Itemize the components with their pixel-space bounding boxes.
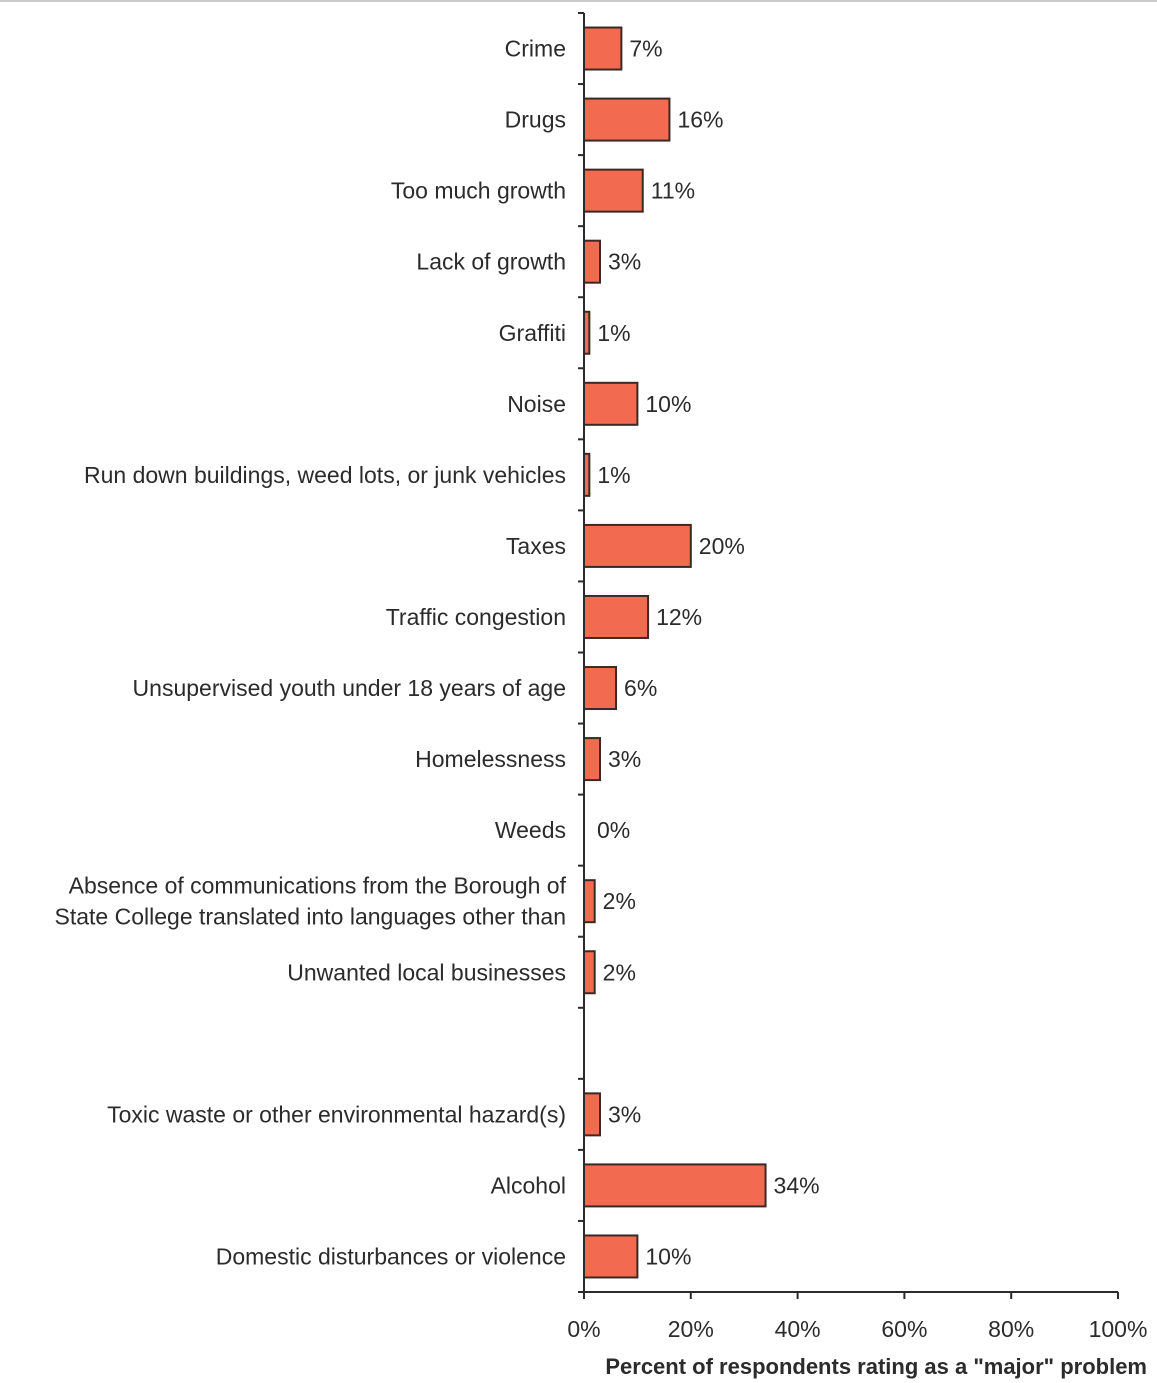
category-label: Absence of communications from the Borou… bbox=[69, 873, 567, 899]
x-tick-label: 60% bbox=[881, 1316, 927, 1342]
category-label: Drugs bbox=[505, 107, 566, 133]
axes-layer: 0% 20% 40% 60% 80% 100% bbox=[567, 12, 1148, 1342]
bar-value-label: 2% bbox=[603, 959, 636, 985]
x-tick-label: 40% bbox=[775, 1316, 821, 1342]
bar-value-label: 1% bbox=[597, 462, 630, 488]
category-label: Graffiti bbox=[499, 320, 566, 346]
bar bbox=[583, 239, 602, 284]
bar-value-label: 0% bbox=[597, 817, 630, 843]
bar bbox=[583, 26, 623, 71]
bar bbox=[583, 523, 692, 568]
category-labels-layer: Crime Drugs Too much growth Lack of growth G… bbox=[55, 36, 567, 1270]
category-label: Alcohol bbox=[491, 1172, 566, 1198]
category-label: Run down buildings, weed lots, or junk v… bbox=[84, 462, 566, 488]
bar bbox=[583, 381, 639, 426]
bar bbox=[583, 97, 671, 142]
category-label: Noise bbox=[507, 391, 566, 417]
category-label: Lack of growth bbox=[416, 249, 566, 275]
x-axis-title: Percent of respondents rating as a "majo… bbox=[605, 1354, 1147, 1379]
category-label: Weeds bbox=[495, 817, 566, 843]
bar-value-label: 3% bbox=[608, 746, 641, 772]
category-label: Domestic disturbances or violence bbox=[216, 1243, 566, 1269]
bar-value-label: 1% bbox=[597, 320, 630, 346]
category-label: Unsupervised youth under 18 years of age bbox=[133, 675, 566, 701]
bar bbox=[583, 950, 596, 995]
bar bbox=[583, 737, 602, 782]
x-tick-label: 100% bbox=[1089, 1316, 1148, 1342]
bar-value-label: 10% bbox=[645, 1243, 691, 1269]
category-label: Unwanted local businesses bbox=[287, 959, 566, 985]
bar-value-label: 2% bbox=[603, 888, 636, 914]
bar-value-label: 6% bbox=[624, 675, 657, 701]
bar-value-label: 10% bbox=[645, 391, 691, 417]
bar bbox=[583, 594, 650, 639]
bar-value-label: 3% bbox=[608, 249, 641, 275]
bar-value-label: 3% bbox=[608, 1101, 641, 1127]
x-tick-label: 20% bbox=[668, 1316, 714, 1342]
bar-value-label: 12% bbox=[656, 604, 702, 630]
bar-value-label: 16% bbox=[677, 107, 723, 133]
bar bbox=[583, 1092, 602, 1137]
category-label: Taxes bbox=[506, 533, 566, 559]
bar bbox=[583, 879, 596, 924]
bar-value-label: 7% bbox=[629, 36, 662, 62]
category-label: Crime bbox=[505, 36, 566, 62]
bar bbox=[583, 168, 644, 213]
bar bbox=[583, 1163, 767, 1208]
bar bbox=[583, 666, 618, 711]
category-label: Toxic waste or other environmental hazar… bbox=[107, 1101, 566, 1127]
bar-value-label: 11% bbox=[651, 178, 695, 204]
category-label: Traffic congestion bbox=[386, 604, 566, 630]
category-label: State College translated into languages … bbox=[55, 904, 566, 930]
bar-value-label: 20% bbox=[699, 533, 745, 559]
bars-layer: 7% 16% 11% 3% 1% 10% 1% 20% 12% 6% 3% 0% 2% 2% 3% 34% 10… bbox=[583, 26, 820, 1279]
x-tick-label: 0% bbox=[567, 1316, 600, 1342]
category-label: Too much growth bbox=[391, 178, 566, 204]
bar-value-label: 34% bbox=[774, 1172, 820, 1198]
x-tick-label: 80% bbox=[988, 1316, 1034, 1342]
category-label: Homelessness bbox=[415, 746, 566, 772]
bar bbox=[583, 1234, 639, 1279]
